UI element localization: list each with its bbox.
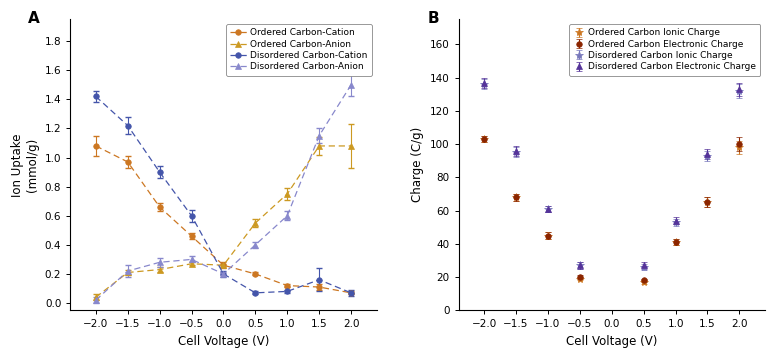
Line: Ordered Carbon-Anion: Ordered Carbon-Anion xyxy=(93,143,354,300)
Ordered Carbon-Cation xyxy=(219,263,228,267)
Text: B: B xyxy=(428,11,440,26)
Ordered Carbon-Anion xyxy=(282,192,292,196)
Y-axis label: Charge (C/g): Charge (C/g) xyxy=(411,127,424,202)
Disordered Carbon-Anion xyxy=(346,83,355,87)
X-axis label: Cell Voltage (V): Cell Voltage (V) xyxy=(566,335,657,348)
Line: Disordered Carbon-Anion: Disordered Carbon-Anion xyxy=(93,82,354,303)
Ordered Carbon-Anion xyxy=(251,221,260,225)
Disordered Carbon-Anion xyxy=(282,214,292,218)
Legend: Ordered Carbon Ionic Charge, Ordered Carbon Electronic Charge, Disordered Carbon: Ordered Carbon Ionic Charge, Ordered Car… xyxy=(569,24,760,76)
X-axis label: Cell Voltage (V): Cell Voltage (V) xyxy=(178,335,269,348)
Disordered Carbon-Cation xyxy=(282,289,292,294)
Ordered Carbon-Cation xyxy=(251,272,260,276)
Ordered Carbon-Cation xyxy=(346,291,355,295)
Legend: Ordered Carbon-Cation, Ordered Carbon-Anion, Disordered Carbon-Cation, Disordere: Ordered Carbon-Cation, Ordered Carbon-An… xyxy=(226,24,372,76)
Ordered Carbon-Anion xyxy=(219,263,228,267)
Disordered Carbon-Anion xyxy=(123,269,133,273)
Ordered Carbon-Anion xyxy=(187,262,196,266)
Disordered Carbon-Cation xyxy=(155,170,165,174)
Disordered Carbon-Cation xyxy=(251,291,260,295)
Ordered Carbon-Anion xyxy=(155,267,165,272)
Ordered Carbon-Cation xyxy=(155,205,165,209)
Disordered Carbon-Cation xyxy=(346,291,355,295)
Ordered Carbon-Cation xyxy=(187,234,196,238)
Ordered Carbon-Cation xyxy=(314,285,324,289)
Disordered Carbon-Cation xyxy=(92,94,101,99)
Line: Disordered Carbon-Cation: Disordered Carbon-Cation xyxy=(93,94,354,295)
Disordered Carbon-Anion xyxy=(314,134,324,138)
Text: A: A xyxy=(27,11,40,26)
Ordered Carbon-Cation xyxy=(92,144,101,148)
Disordered Carbon-Cation xyxy=(123,123,133,128)
Ordered Carbon-Anion xyxy=(314,144,324,148)
Disordered Carbon-Anion xyxy=(219,272,228,276)
Disordered Carbon-Anion xyxy=(251,243,260,247)
Ordered Carbon-Cation xyxy=(123,160,133,164)
Disordered Carbon-Cation xyxy=(187,214,196,218)
Ordered Carbon-Anion xyxy=(123,270,133,275)
Ordered Carbon-Anion xyxy=(92,295,101,299)
Ordered Carbon-Anion xyxy=(346,144,355,148)
Y-axis label: Ion Uptake
(mmol/g): Ion Uptake (mmol/g) xyxy=(11,133,39,197)
Ordered Carbon-Cation xyxy=(282,283,292,288)
Disordered Carbon-Anion xyxy=(187,257,196,262)
Disordered Carbon-Cation xyxy=(314,278,324,282)
Disordered Carbon-Cation xyxy=(219,272,228,276)
Line: Ordered Carbon-Cation: Ordered Carbon-Cation xyxy=(93,143,354,295)
Disordered Carbon-Anion xyxy=(92,298,101,302)
Disordered Carbon-Anion xyxy=(155,260,165,265)
